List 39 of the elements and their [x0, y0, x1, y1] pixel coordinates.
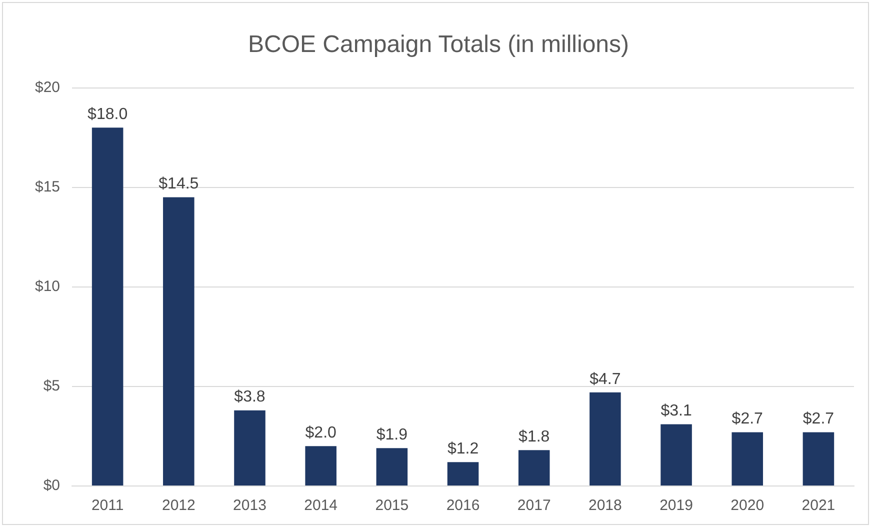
bar — [660, 424, 692, 486]
y-tick-label: $10 — [34, 278, 60, 296]
y-tick-label: $15 — [34, 178, 60, 196]
y-tick-label: $5 — [43, 378, 60, 395]
x-tick-label: 2011 — [91, 497, 124, 514]
data-label: $14.5 — [158, 176, 199, 193]
data-label: $3.8 — [234, 388, 266, 406]
data-label: $18.0 — [88, 106, 128, 124]
y-tick-label: $0 — [43, 477, 60, 494]
x-tick-label: 2013 — [233, 497, 266, 514]
data-label: $4.7 — [590, 370, 621, 388]
x-tick-label: 2017 — [517, 497, 551, 514]
x-tick-label: 2019 — [660, 497, 693, 514]
bar — [234, 410, 266, 486]
x-tick-label: 2018 — [588, 497, 622, 514]
data-label: $2.0 — [305, 424, 337, 442]
bar — [305, 446, 336, 486]
chart-title: BCOE Campaign Totals (in millions) — [248, 31, 630, 58]
bar — [732, 432, 764, 486]
x-tick-label: 2014 — [304, 497, 338, 514]
x-tick-label: 2021 — [802, 497, 836, 514]
data-label: $2.7 — [802, 410, 834, 428]
bar — [518, 450, 550, 486]
bar — [92, 128, 124, 486]
bar — [802, 432, 834, 486]
bar — [590, 392, 621, 486]
data-label: $1.9 — [376, 426, 408, 444]
data-label: $1.8 — [518, 428, 550, 446]
x-tick-label: 2020 — [730, 497, 764, 514]
bar — [163, 197, 194, 486]
y-tick-label: $20 — [34, 78, 60, 96]
bar — [376, 448, 408, 486]
x-tick-label: 2016 — [446, 497, 480, 514]
bar — [447, 462, 479, 486]
data-label: $2.7 — [732, 410, 764, 428]
data-label: $1.2 — [447, 440, 479, 458]
x-tick-label: 2012 — [162, 497, 196, 514]
data-label: $3.1 — [660, 402, 692, 420]
x-tick-label: 2015 — [375, 497, 409, 514]
